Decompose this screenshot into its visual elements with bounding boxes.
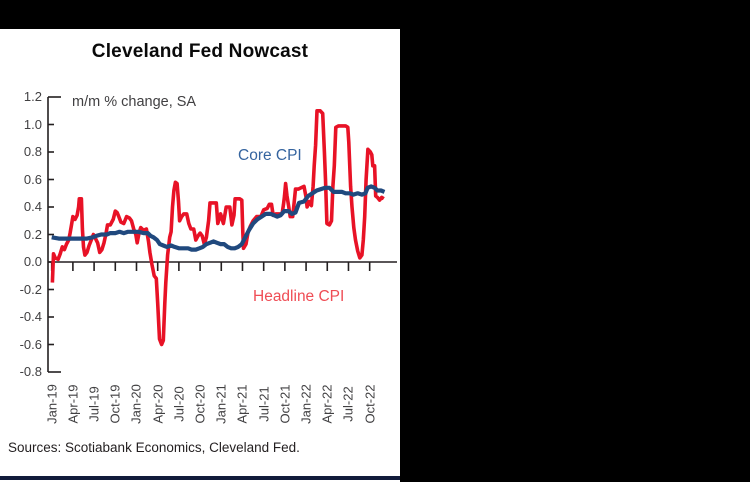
y-axis-tick-label: 0.8 — [23, 144, 42, 159]
chart-title: Cleveland Fed Nowcast — [91, 41, 309, 62]
headline-cpi-series-label: Headline CPI — [253, 288, 345, 305]
core-cpi-series-label: Core CPI — [238, 147, 302, 164]
y-axis-tick-label: 0.2 — [23, 226, 42, 242]
panel-bottom-accent-bar — [0, 476, 400, 480]
y-axis-tick-label: 0.4 — [23, 199, 42, 214]
chart-panel: Cleveland Fed Nowcast m/m % change, SA C… — [0, 29, 400, 482]
y-axis-tick-label: -0.6 — [19, 336, 42, 352]
y-axis-tick-label: -0.8 — [19, 364, 42, 379]
y-axis-unit-annotation: m/m % change, SA — [72, 94, 197, 110]
core-cpi-line — [51, 184, 386, 252]
y-axis-tick-label: 0.0 — [23, 254, 42, 269]
y-axis-tick-label: 1.2 — [23, 89, 42, 104]
y-axis-tick-label: -0.4 — [19, 309, 42, 324]
y-axis-tick-label: -0.2 — [19, 281, 42, 297]
sources-note: Sources: Scotiabank Economics, Cleveland… — [8, 440, 300, 455]
y-axis-tick-label: 1.0 — [23, 116, 42, 132]
y-axis-tick-label: 0.6 — [23, 171, 42, 187]
headline-cpi-line — [50, 109, 385, 347]
